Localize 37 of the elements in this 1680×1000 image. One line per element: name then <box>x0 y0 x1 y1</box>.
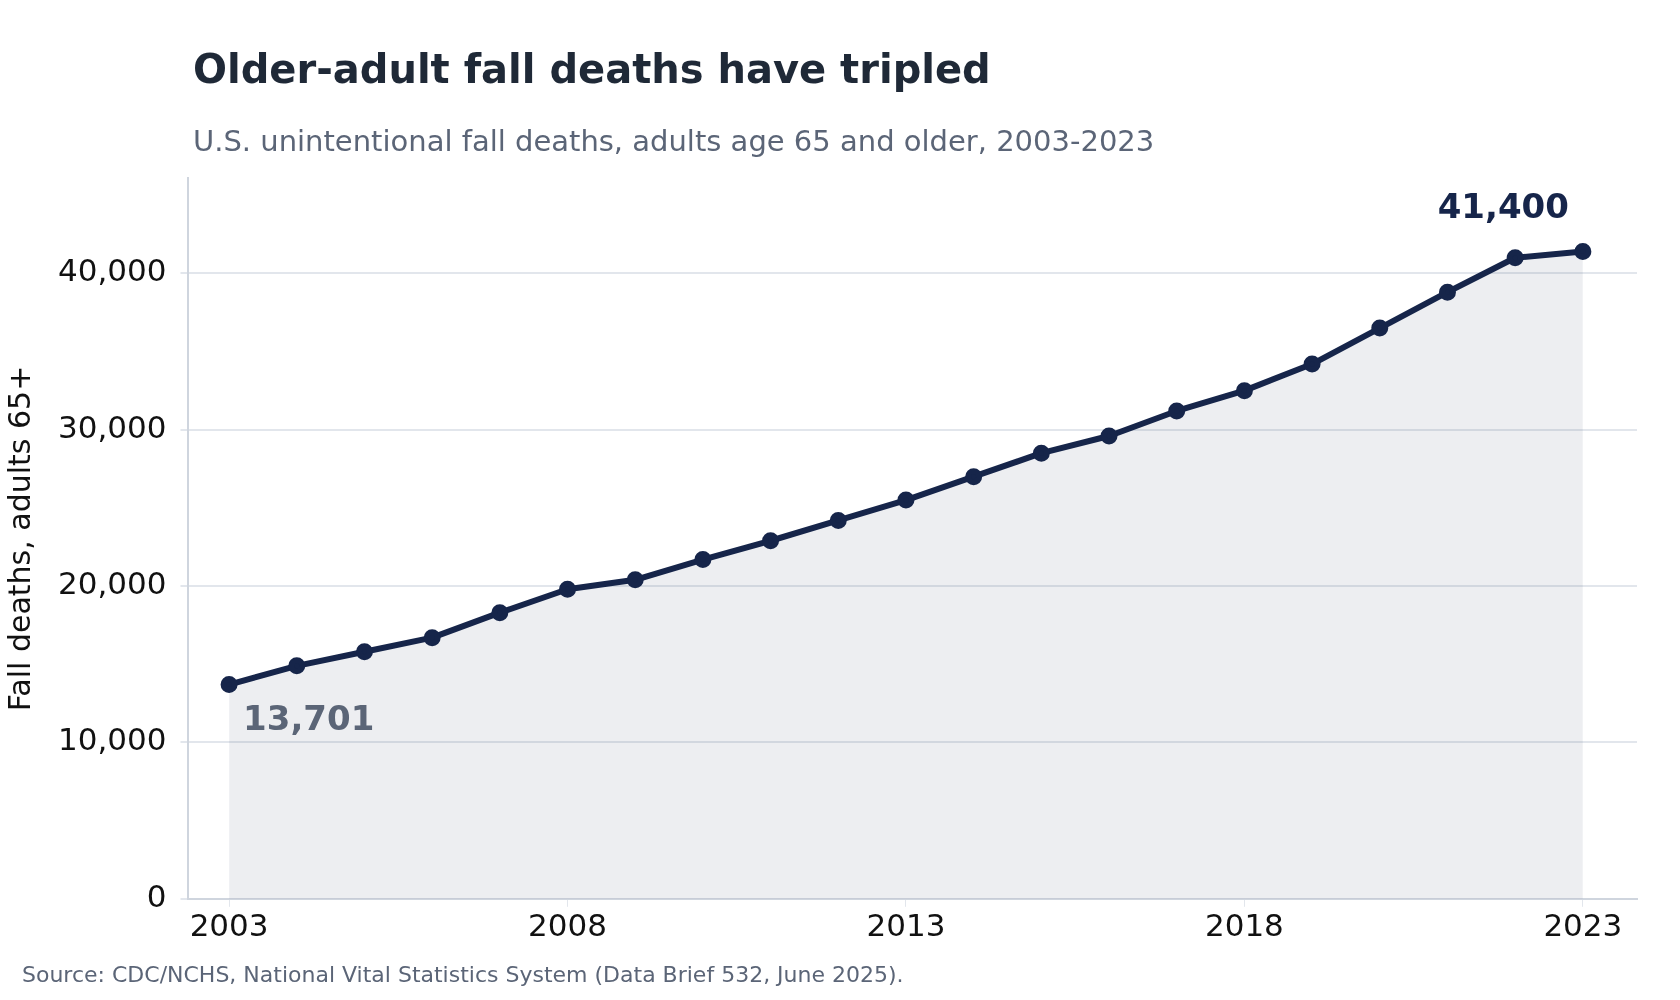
x-tick-label: 2018 <box>1204 907 1284 944</box>
point <box>1438 283 1456 301</box>
point <box>288 657 306 675</box>
x-tick-label: 2023 <box>1543 907 1623 944</box>
y-tick-label: 0 <box>146 877 167 914</box>
point <box>355 643 373 661</box>
point <box>423 629 441 647</box>
chart-subtitle: U.S. unintentional fall deaths, adults age 65 and older, 2003-2023 <box>193 124 1155 158</box>
point <box>1168 402 1186 420</box>
x-tick-label: 2013 <box>866 907 946 944</box>
y-tick-label: 30,000 <box>57 408 167 445</box>
point <box>897 491 915 509</box>
point <box>1506 249 1524 267</box>
point <box>220 676 238 694</box>
point <box>1100 427 1118 445</box>
y-tick-label: 10,000 <box>57 721 167 758</box>
point <box>1235 382 1253 400</box>
point <box>559 580 577 598</box>
point <box>829 511 847 529</box>
point <box>1371 319 1389 337</box>
point <box>1303 355 1321 373</box>
point <box>694 551 712 569</box>
point <box>965 468 983 486</box>
point <box>1574 242 1592 260</box>
point <box>1032 444 1050 462</box>
y-tick-label: 20,000 <box>57 565 167 602</box>
annotation: 13,701 <box>243 698 375 739</box>
source-note: Source: CDC/NCHS, National Vital Statistics System (Data Brief 532, June 2025). <box>22 962 904 987</box>
y-tick-label: 40,000 <box>57 252 167 289</box>
point <box>762 532 780 550</box>
point <box>626 571 644 589</box>
annotation: 41,400 <box>1437 186 1569 227</box>
point <box>491 604 509 622</box>
x-tick-label: 2008 <box>528 907 607 944</box>
x-tick-label: 2003 <box>189 907 269 944</box>
y-axis-title: Fall deaths, adults 65+ <box>1 365 37 712</box>
chart-title: Older-adult fall deaths have tripled <box>193 46 991 92</box>
